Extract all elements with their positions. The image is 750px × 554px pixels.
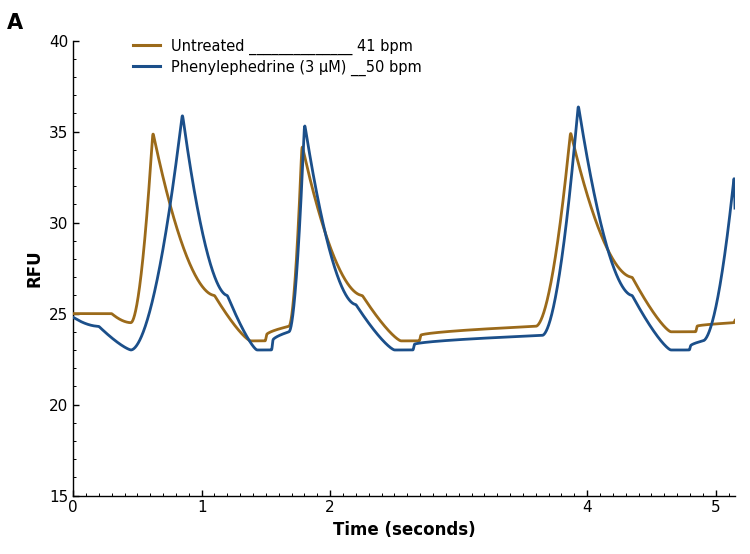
Legend: Untreated ______________ 41 bpm, Phenylephedrine (3 μM) __50 bpm: Untreated ______________ 41 bpm, Phenyle… [134, 39, 422, 76]
Text: A: A [7, 13, 23, 33]
Y-axis label: RFU: RFU [26, 249, 44, 287]
X-axis label: Time (seconds): Time (seconds) [333, 521, 476, 539]
